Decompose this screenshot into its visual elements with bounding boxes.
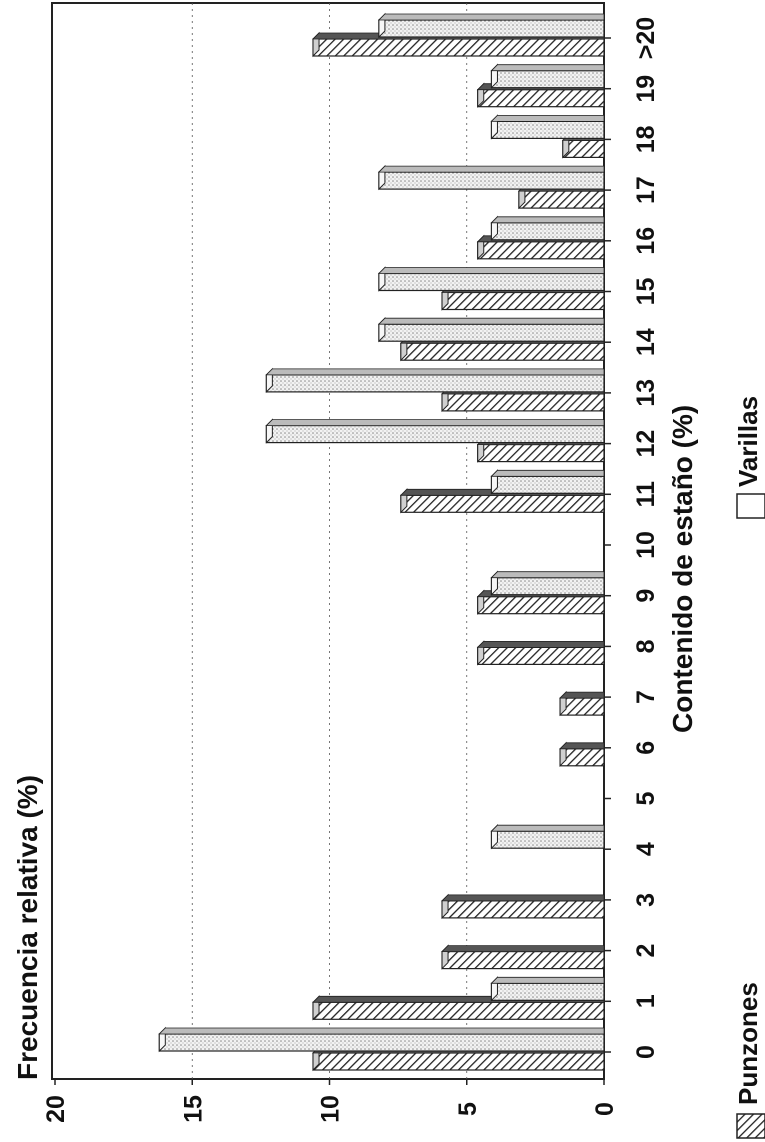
bar-punzones-9 — [477, 596, 605, 615]
x-tick-label-6: 6 — [632, 741, 660, 755]
bar-side-punzones-6 — [559, 742, 605, 750]
bar-punzones-13 — [441, 393, 605, 412]
bar-punzones-11 — [400, 494, 605, 513]
y-tick-label-4: 20 — [42, 1095, 70, 1123]
bar-side-varillas-1 — [490, 976, 605, 984]
legend-item-varillas: Varillas — [733, 396, 765, 519]
bar-side-varillas-17 — [377, 165, 605, 173]
x-tick-label-13: 13 — [632, 379, 660, 407]
bars — [158, 12, 605, 1072]
plot-frame — [51, 2, 605, 1080]
bar-punzones-19 — [477, 89, 605, 108]
legend: Punzones Varillas — [733, 396, 765, 1139]
bar-side-varillas-0 — [158, 1027, 605, 1035]
bar-side-varillas-13 — [265, 368, 605, 376]
bar-side-punzones-3 — [441, 894, 605, 902]
bar-varillas-9 — [490, 577, 605, 596]
bar-side-varillas-14 — [377, 317, 605, 325]
x-tick-label-20: >20 — [632, 17, 660, 59]
bar-side-varillas-20 — [377, 13, 605, 21]
bar-punzones-6 — [559, 748, 605, 767]
bar-side-varillas-15 — [377, 267, 605, 274]
bar-varillas-4 — [490, 830, 605, 849]
bar-punzones-8 — [477, 646, 605, 666]
bar-punzones-14 — [400, 342, 605, 361]
y-axis-ticks: 0 5 10 15 20 — [42, 1079, 619, 1123]
bar-varillas-19 — [490, 70, 605, 89]
bar-punzones-15 — [441, 291, 605, 311]
x-tick-label-8: 8 — [632, 639, 660, 653]
x-tick-label-10: 10 — [632, 531, 660, 559]
bar-side-varillas-19 — [490, 64, 605, 72]
bar-punzones-12 — [477, 444, 605, 463]
bar-varillas-17 — [378, 171, 605, 190]
x-tick-label-18: 18 — [632, 125, 660, 153]
y-tick-label-0: 0 — [591, 1102, 619, 1116]
legend-item-punzones: Punzones — [733, 982, 765, 1139]
bar-varillas-16 — [490, 222, 605, 241]
bar-varillas-18 — [490, 120, 605, 140]
bar-varillas-13 — [265, 374, 605, 393]
bar-punzones-17 — [518, 190, 605, 209]
bar-varillas-15 — [378, 272, 605, 292]
gridlines — [191, 3, 468, 1079]
x-tick-label-14: 14 — [632, 328, 660, 356]
bar-side-punzones-7 — [559, 691, 605, 699]
bar-punzones-7 — [559, 697, 605, 716]
bar-punzones-3 — [441, 900, 605, 919]
x-tick-label-0: 0 — [632, 1045, 660, 1059]
bar-side-varillas-18 — [490, 115, 605, 122]
x-tick-label-7: 7 — [632, 690, 660, 704]
legend-label-varillas: Varillas — [733, 396, 763, 487]
x-tick-label-17: 17 — [632, 176, 660, 204]
legend-swatch-punzones — [736, 1113, 765, 1139]
x-tick-label-5: 5 — [632, 791, 660, 805]
y-axis-label: Frecuencia relativa (%) — [12, 775, 43, 1080]
y-tick-label-2: 10 — [317, 1095, 345, 1123]
bar-side-varillas-4 — [490, 824, 605, 832]
x-tick-label-2: 2 — [632, 944, 660, 958]
plot-area — [51, 2, 605, 1080]
bar-varillas-0 — [158, 1033, 605, 1052]
legend-swatch-varillas — [736, 493, 765, 519]
legend-label-punzones: Punzones — [733, 982, 763, 1105]
bar-punzones-2 — [441, 950, 605, 970]
x-tick-label-11: 11 — [632, 481, 660, 508]
y-tick-label-1: 5 — [454, 1102, 482, 1116]
bar-varillas-11 — [490, 475, 605, 494]
y-tick-label-3: 15 — [179, 1095, 207, 1123]
bar-side-varillas-16 — [490, 216, 605, 224]
x-tick-label-15: 15 — [632, 278, 660, 306]
bar-punzones-20 — [312, 38, 605, 57]
bar-varillas-12 — [265, 425, 605, 444]
bar-side-varillas-11 — [490, 469, 605, 477]
bar-side-punzones-8 — [476, 641, 605, 648]
x-tick-label-3: 3 — [632, 893, 660, 907]
x-tick-label-19: 19 — [632, 75, 660, 103]
bar-punzones-1 — [312, 1001, 605, 1020]
bar-varillas-1 — [490, 982, 605, 1001]
bar-varillas-14 — [378, 323, 605, 342]
bar-punzones-0 — [312, 1052, 605, 1071]
x-tick-label-1: 1 — [632, 994, 660, 1008]
bar-side-varillas-12 — [265, 419, 605, 427]
bar-side-punzones-2 — [441, 945, 605, 952]
x-tick-label-9: 9 — [632, 589, 660, 603]
x-tick-label-4: 4 — [632, 842, 660, 856]
x-axis-label: Contenido de estaño (%) — [667, 405, 698, 733]
bar-varillas-20 — [378, 19, 605, 38]
x-tick-label-12: 12 — [632, 430, 660, 458]
bar-punzones-16 — [477, 241, 605, 260]
x-tick-label-16: 16 — [632, 227, 660, 255]
bar-side-varillas-9 — [490, 571, 605, 579]
